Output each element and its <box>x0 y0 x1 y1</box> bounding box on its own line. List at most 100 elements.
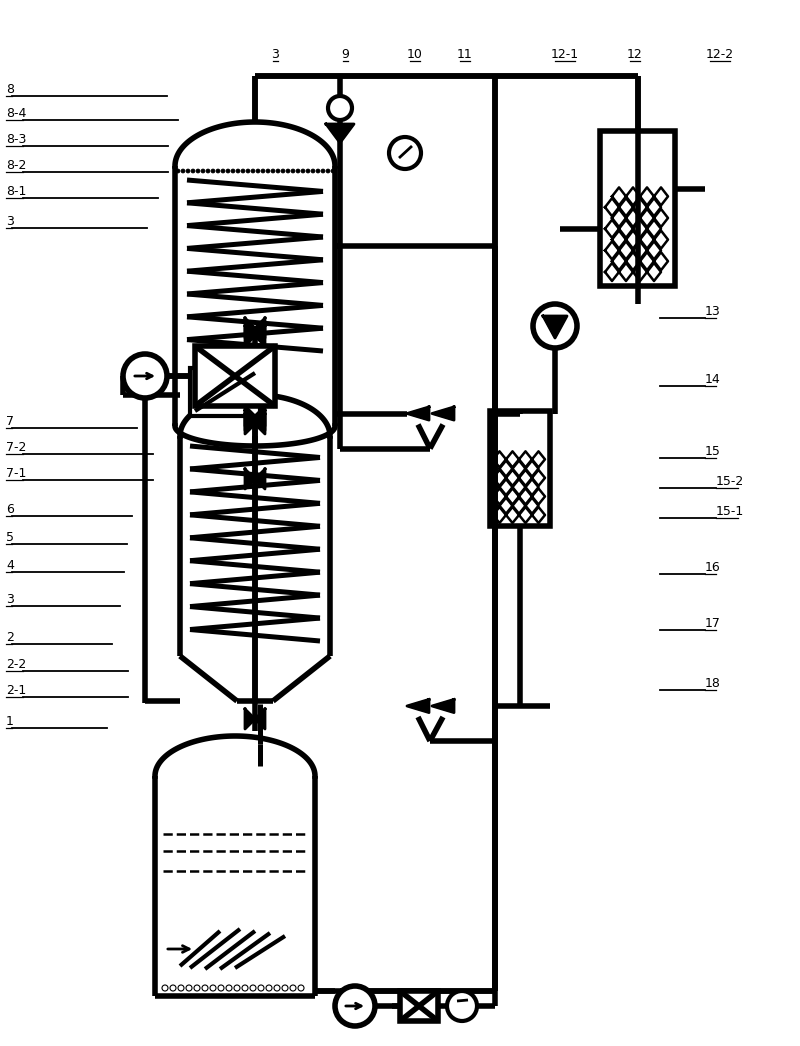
Text: 6: 6 <box>6 503 14 516</box>
Polygon shape <box>245 414 255 434</box>
Circle shape <box>123 354 167 397</box>
Circle shape <box>221 169 225 173</box>
Text: 11: 11 <box>457 48 473 61</box>
Circle shape <box>226 169 230 173</box>
Bar <box>600 131 675 286</box>
Polygon shape <box>255 318 265 338</box>
Circle shape <box>206 169 210 173</box>
Polygon shape <box>326 124 354 143</box>
Text: 7-1: 7-1 <box>6 467 26 480</box>
Circle shape <box>291 169 295 173</box>
Circle shape <box>276 169 280 173</box>
Circle shape <box>202 985 208 991</box>
Text: 12: 12 <box>627 48 643 61</box>
Text: 1: 1 <box>6 715 14 728</box>
Text: 12-1: 12-1 <box>551 48 579 61</box>
Text: 13: 13 <box>705 305 721 318</box>
Text: 10: 10 <box>407 48 423 61</box>
Polygon shape <box>255 709 265 729</box>
Circle shape <box>186 169 190 173</box>
Polygon shape <box>407 700 429 712</box>
Polygon shape <box>245 469 255 488</box>
Circle shape <box>258 985 264 991</box>
Circle shape <box>306 169 310 173</box>
Circle shape <box>201 169 205 173</box>
Bar <box>195 346 275 406</box>
Circle shape <box>181 169 185 173</box>
Circle shape <box>216 169 220 173</box>
Circle shape <box>176 169 180 173</box>
Text: 8: 8 <box>6 83 14 96</box>
Circle shape <box>194 985 200 991</box>
Text: 9: 9 <box>341 48 349 61</box>
Circle shape <box>447 991 477 1021</box>
Circle shape <box>533 304 577 348</box>
Circle shape <box>261 169 265 173</box>
Circle shape <box>282 985 288 991</box>
Text: 8-2: 8-2 <box>6 159 26 172</box>
Circle shape <box>236 169 240 173</box>
Circle shape <box>178 985 184 991</box>
Polygon shape <box>245 709 255 729</box>
Circle shape <box>234 985 240 991</box>
Circle shape <box>226 985 232 991</box>
Circle shape <box>301 169 305 173</box>
Text: 17: 17 <box>705 617 721 630</box>
Polygon shape <box>255 469 265 488</box>
Circle shape <box>321 169 325 173</box>
Circle shape <box>242 985 248 991</box>
Circle shape <box>331 169 335 173</box>
Circle shape <box>241 169 245 173</box>
Polygon shape <box>245 318 255 338</box>
Polygon shape <box>255 414 265 434</box>
Circle shape <box>271 169 275 173</box>
Polygon shape <box>407 407 429 420</box>
Circle shape <box>251 169 255 173</box>
Bar <box>190 368 260 416</box>
Circle shape <box>191 169 195 173</box>
Text: 8-1: 8-1 <box>6 185 26 198</box>
Circle shape <box>290 985 296 991</box>
Polygon shape <box>255 410 265 430</box>
Circle shape <box>335 986 375 1026</box>
Circle shape <box>211 169 215 173</box>
Text: 16: 16 <box>705 561 721 574</box>
Text: 3: 3 <box>6 215 14 228</box>
Circle shape <box>328 96 352 120</box>
Polygon shape <box>255 326 265 346</box>
Polygon shape <box>245 326 255 346</box>
Text: 8-4: 8-4 <box>6 107 26 120</box>
Text: 14: 14 <box>705 373 721 386</box>
Circle shape <box>286 169 290 173</box>
Text: 2-1: 2-1 <box>6 684 26 697</box>
Polygon shape <box>245 410 255 430</box>
Polygon shape <box>432 700 454 712</box>
Polygon shape <box>432 407 454 420</box>
Bar <box>400 991 438 1021</box>
Circle shape <box>274 985 280 991</box>
Text: 15-1: 15-1 <box>716 505 744 518</box>
Circle shape <box>266 169 270 173</box>
Circle shape <box>389 137 421 169</box>
Text: 3: 3 <box>6 593 14 606</box>
Circle shape <box>250 985 256 991</box>
Text: 3: 3 <box>271 48 279 61</box>
Circle shape <box>311 169 315 173</box>
Circle shape <box>281 169 285 173</box>
Circle shape <box>186 985 192 991</box>
Text: 4: 4 <box>6 559 14 572</box>
Circle shape <box>170 985 176 991</box>
Text: 8-3: 8-3 <box>6 133 26 146</box>
Text: 7-2: 7-2 <box>6 441 26 454</box>
Text: 15: 15 <box>705 445 721 458</box>
Circle shape <box>210 985 216 991</box>
Text: 2: 2 <box>6 631 14 644</box>
Text: 5: 5 <box>6 531 14 544</box>
Text: 7: 7 <box>6 415 14 428</box>
Text: 18: 18 <box>705 677 721 690</box>
Circle shape <box>326 169 330 173</box>
Circle shape <box>298 985 304 991</box>
Polygon shape <box>255 406 265 426</box>
Text: 2-2: 2-2 <box>6 658 26 670</box>
Circle shape <box>162 985 168 991</box>
